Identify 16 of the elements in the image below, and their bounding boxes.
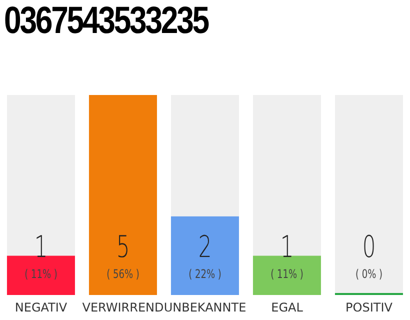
x-tick-label: EGAL [271,300,304,315]
x-tick-label: UNBEKANNTE [164,300,246,315]
annotation: 1 [33,230,49,265]
data-label: ( 11% ) [270,266,304,283]
data-label: ( 11% ) [24,266,58,283]
data-label: ( 56% ) [106,266,140,283]
x-tick-label: NEGATIV [14,300,68,315]
annotation: 5 [115,230,131,265]
data-label: ( 22% ) [188,266,222,283]
x-tick-label: VERWIRREND [82,300,164,315]
x-tick-label: POSITIV [346,300,394,315]
annotation: 2 [197,230,213,265]
annotation: 1 [279,230,295,265]
annotation: 0 [361,230,377,265]
data-label: ( 0% ) [354,266,384,283]
chart-title: 0367543533235 [4,0,208,43]
